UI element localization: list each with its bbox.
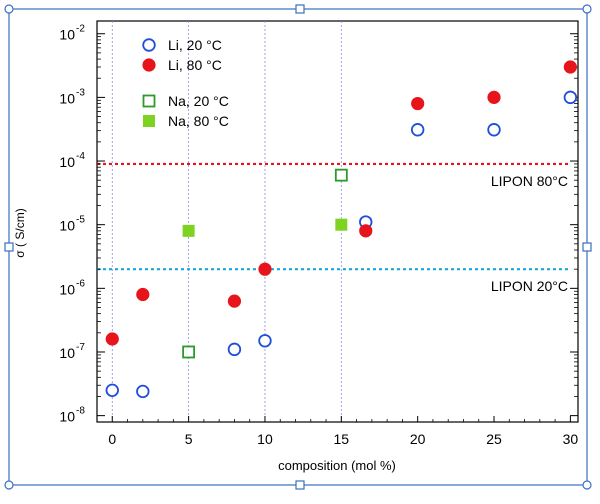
- data-point: [182, 224, 195, 237]
- y-tick-label: 10: [59, 281, 75, 297]
- data-point: [182, 345, 196, 359]
- y-tick-exponent: -7: [76, 342, 85, 353]
- data-point: [136, 384, 150, 399]
- y-tick-label: 10: [59, 90, 75, 106]
- data-point: [563, 90, 578, 105]
- x-tick-label: 25: [486, 431, 502, 447]
- data-point: [227, 342, 242, 357]
- legend-marker: [143, 115, 155, 127]
- x-tick-label: 15: [334, 431, 350, 447]
- handle-middle-right[interactable]: [582, 242, 592, 252]
- handle-top-right[interactable]: [582, 4, 592, 14]
- legend: Li, 20 °C Li, 80 °C Na, 20 °C Na, 80 °C: [142, 37, 229, 129]
- data-point: [105, 332, 119, 346]
- handle-top-center[interactable]: [295, 4, 305, 14]
- handle-middle-left[interactable]: [4, 242, 14, 252]
- y-tick-exponent: -3: [76, 87, 85, 98]
- selection-handles[interactable]: [4, 4, 592, 490]
- data-point: [136, 287, 150, 302]
- data-point: [563, 60, 577, 74]
- x-tick-label: 5: [185, 431, 193, 447]
- selection-frame: [8, 8, 588, 486]
- legend-label: Na, 20 °C: [168, 93, 229, 109]
- legend-marker: [142, 94, 156, 108]
- y-tick-label: 10: [59, 218, 75, 234]
- x-tick-label: 0: [108, 431, 116, 447]
- data-point: [410, 123, 425, 137]
- data-point: [258, 262, 272, 276]
- data-points: [105, 60, 578, 399]
- x-tick-label: 20: [410, 431, 426, 447]
- y-tick-label: 10: [59, 345, 75, 361]
- data-point: [359, 224, 373, 238]
- y-tick-label: 10: [59, 154, 75, 170]
- y-tick-exponent: -5: [76, 215, 85, 226]
- reference-line-label: LIPON 20°C: [491, 278, 568, 294]
- handle-bottom-center[interactable]: [295, 480, 305, 490]
- data-point: [258, 334, 272, 348]
- y-tick-exponent: -6: [76, 278, 85, 289]
- y-tick-exponent: -2: [76, 24, 85, 35]
- x-tick-label: 30: [563, 431, 579, 447]
- data-point: [334, 168, 348, 182]
- data-point: [227, 294, 242, 308]
- y-tick-exponent: -8: [76, 406, 85, 417]
- y-axis-label: σ ( S/cm): [13, 208, 27, 257]
- y-tick-exponent: -4: [76, 151, 85, 162]
- legend-label: Li, 20 °C: [168, 37, 222, 53]
- y-tick-label: 10: [59, 409, 75, 425]
- reference-lines: LIPON 80°C LIPON 20°C: [97, 162, 568, 294]
- x-axis-label: composition (mol %): [278, 458, 396, 473]
- data-point: [487, 123, 501, 137]
- legend-marker: [142, 38, 156, 52]
- reference-line-label: LIPON 80°C: [491, 173, 568, 189]
- data-point: [487, 90, 501, 104]
- y-tick-label: 10: [59, 27, 75, 43]
- data-point: [335, 218, 348, 231]
- handle-bottom-left[interactable]: [4, 480, 14, 490]
- handle-bottom-right[interactable]: [582, 480, 592, 490]
- handle-top-left[interactable]: [4, 4, 14, 14]
- legend-label: Na, 80 °C: [168, 113, 229, 129]
- data-point: [105, 383, 119, 398]
- gridlines: [111, 21, 342, 422]
- x-tick-label: 10: [257, 431, 273, 447]
- legend-label: Li, 80 °C: [168, 57, 222, 73]
- data-point: [411, 96, 425, 111]
- legend-marker: [142, 58, 156, 72]
- plot-area: [96, 20, 579, 423]
